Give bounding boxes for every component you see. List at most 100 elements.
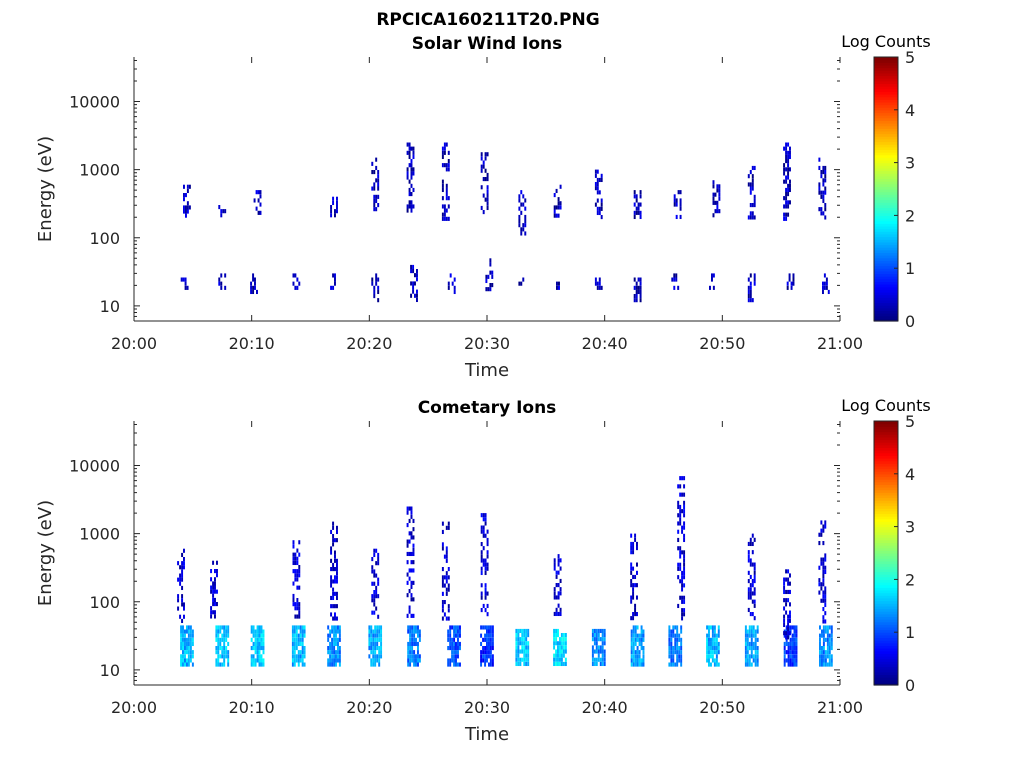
heatmap-cell [557, 213, 560, 218]
heatmap-cell [630, 533, 633, 538]
heatmap-cell [181, 585, 184, 591]
y-tick-label: 10 [100, 297, 120, 316]
heatmap-cell [292, 602, 295, 607]
heatmap-cell [180, 654, 183, 659]
heatmap-cell [820, 207, 823, 212]
heatmap-cell [291, 654, 294, 659]
heatmap-cell [753, 198, 756, 204]
colorbar-segment [874, 59, 898, 63]
heatmap-cell [591, 653, 594, 658]
heatmap-cell [822, 524, 825, 529]
heatmap-cell [181, 552, 184, 558]
heatmap-cell [750, 654, 753, 659]
heatmap-cell [335, 650, 337, 655]
heatmap-cell [824, 625, 827, 630]
heatmap-cell [408, 551, 411, 557]
colorbar-segment [874, 212, 898, 216]
heatmap-cell [681, 550, 684, 555]
heatmap-cell [375, 561, 378, 566]
heatmap-cell [187, 629, 190, 634]
heatmap-cell [227, 658, 230, 663]
heatmap-cell [525, 657, 528, 662]
y-axis-label: Energy (eV) [35, 136, 56, 242]
heatmap-cell [527, 649, 530, 654]
heatmap-cell [484, 587, 487, 592]
heatmap-cell [600, 173, 603, 178]
heatmap-cell [373, 203, 376, 208]
heatmap-cell [408, 187, 411, 193]
heatmap-cell [376, 646, 379, 651]
heatmap-cell [746, 654, 749, 659]
heatmap-cell [706, 633, 709, 638]
heatmap-cell [408, 179, 411, 184]
heatmap-cell [455, 650, 457, 655]
heatmap-cell [258, 633, 261, 638]
heatmap-cell [599, 645, 602, 650]
heatmap-cell [642, 633, 645, 638]
heatmap-cell [749, 190, 752, 195]
heatmap-cell [291, 646, 294, 651]
heatmap-cell [520, 227, 523, 232]
heatmap-cell [182, 625, 184, 630]
heatmap-cell [747, 587, 750, 592]
heatmap-cell [787, 577, 790, 582]
heatmap-cell [332, 534, 335, 539]
heatmap-cell [217, 658, 220, 663]
heatmap-cell [711, 637, 714, 642]
heatmap-cell [789, 200, 791, 205]
heatmap-cell [789, 662, 792, 667]
heatmap-cell [674, 646, 677, 651]
heatmap-cell [822, 629, 825, 634]
heatmap-cell [179, 565, 182, 570]
heatmap-cell [409, 633, 412, 638]
heatmap-cell [445, 616, 448, 621]
heatmap-cell [822, 211, 825, 216]
heatmap-cell [676, 629, 679, 634]
heatmap-cell [258, 654, 261, 659]
heatmap-cell [459, 646, 461, 651]
heatmap-cell [227, 629, 230, 634]
heatmap-cell [333, 646, 336, 651]
heatmap-cell [630, 637, 633, 642]
heatmap-cell [824, 602, 827, 608]
heatmap-cell [752, 641, 755, 647]
heatmap-cell [824, 586, 827, 591]
heatmap-cell [484, 517, 487, 522]
x-axis-label: Time [464, 724, 509, 745]
heatmap-cell [822, 641, 825, 647]
heatmap-cell [371, 565, 374, 570]
heatmap-cell [598, 285, 601, 290]
heatmap-cell [822, 165, 825, 171]
data-burst [818, 157, 827, 220]
heatmap-cell [636, 654, 639, 659]
heatmap-cell [489, 658, 492, 663]
heatmap-cell [823, 273, 826, 278]
heatmap-cell [258, 641, 261, 647]
heatmap-cell [336, 604, 338, 609]
heatmap-cell [603, 657, 606, 662]
heatmap-cell [821, 654, 823, 659]
heatmap-cell [257, 210, 260, 215]
heatmap-cell [373, 289, 376, 295]
heatmap-cell [822, 541, 825, 546]
colorbar-segment [874, 223, 898, 227]
heatmap-cell [375, 281, 378, 286]
heatmap-cell [819, 658, 821, 663]
data-burst [327, 625, 341, 667]
heatmap-cell [632, 541, 635, 547]
colorbar-segment [874, 104, 898, 108]
heatmap-cell [679, 504, 682, 510]
heatmap-cell [670, 662, 673, 667]
heatmap-cell [523, 628, 526, 634]
heatmap-cell [632, 587, 635, 592]
heatmap-cell [258, 662, 261, 667]
heatmap-cell [225, 646, 228, 651]
heatmap-cell [184, 646, 186, 651]
colorbar-segment [874, 553, 898, 557]
heatmap-cell [747, 277, 750, 282]
heatmap-cell [292, 598, 295, 603]
heatmap-cell [489, 270, 492, 275]
heatmap-cell [826, 650, 829, 655]
heatmap-cell [557, 661, 559, 667]
heatmap-cell [555, 583, 558, 588]
